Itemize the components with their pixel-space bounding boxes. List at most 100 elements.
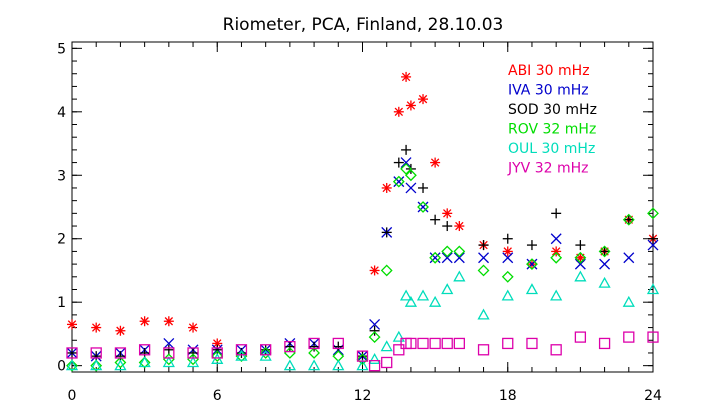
y-tick-label: 2	[57, 232, 66, 248]
x-tick-label: 6	[213, 388, 222, 404]
point-sod	[333, 341, 344, 352]
point-iva	[369, 318, 381, 330]
point-oul-shape	[356, 359, 369, 371]
point-rov	[380, 264, 393, 277]
point-jyv-shape	[453, 337, 465, 350]
legend-entry-sod: SOD 30 mHz	[508, 102, 597, 118]
point-iva-stroke	[369, 318, 381, 330]
point-sod	[236, 347, 247, 358]
point-rov-shape	[114, 356, 127, 369]
point-iva-stroke	[574, 258, 586, 270]
point-jyv-shape	[429, 337, 441, 350]
point-oul-shape	[646, 283, 660, 295]
point-jyv-shape	[260, 344, 272, 356]
x-tick-label: 24	[644, 388, 662, 404]
point-jyv	[138, 344, 151, 356]
point-rov	[441, 245, 454, 258]
point-sod	[575, 240, 586, 251]
point-jyv-shape	[332, 337, 344, 350]
point-oul-shape	[114, 359, 127, 371]
point-jyv-shape	[114, 347, 127, 359]
legend-entry-rov: ROV 32 mHz	[508, 122, 596, 138]
point-jyv	[114, 347, 127, 359]
point-jyv-shape	[477, 344, 490, 356]
point-oul	[399, 289, 413, 301]
point-rov	[622, 213, 635, 226]
point-iva	[441, 252, 453, 264]
point-oul	[235, 349, 248, 361]
point-rov-shape	[90, 359, 103, 372]
point-abi-stroke	[455, 221, 464, 231]
point-oul	[525, 283, 539, 295]
point-iva	[405, 182, 417, 194]
point-jyv	[332, 337, 344, 350]
point-abi-stroke	[443, 209, 452, 218]
point-oul-shape	[90, 359, 103, 371]
y-tick-label: 3	[57, 168, 66, 184]
point-oul-shape	[598, 276, 611, 288]
point-jyv-shape	[526, 337, 538, 350]
point-rov-shape	[647, 207, 659, 220]
point-jyv-shape	[393, 344, 405, 356]
point-sod	[418, 182, 429, 193]
legend-entry-jyv: JYV 32 mHz	[507, 161, 589, 177]
point-abi	[212, 338, 223, 349]
point-oul	[404, 295, 418, 307]
point-rov	[574, 251, 587, 264]
point-sod	[381, 227, 392, 238]
point-oul-shape	[138, 356, 151, 368]
point-abi-stroke	[91, 323, 101, 332]
point-oul	[65, 359, 79, 371]
point-rov	[429, 251, 442, 264]
point-jyv-shape	[356, 350, 369, 362]
point-jyv-shape	[66, 347, 78, 359]
point-iva-stroke	[393, 176, 405, 188]
point-rov-shape	[550, 251, 563, 264]
point-jyv	[356, 350, 369, 362]
point-oul-shape	[453, 270, 466, 282]
point-jyv-shape	[381, 356, 393, 369]
point-rov	[90, 359, 103, 372]
point-oul-shape	[399, 289, 413, 301]
point-jyv-shape	[368, 360, 381, 372]
point-sod	[478, 240, 489, 251]
point-sod	[442, 221, 453, 232]
point-rov-shape	[477, 264, 490, 277]
point-rov	[550, 251, 563, 264]
point-abi-stroke	[406, 101, 416, 110]
point-oul	[186, 356, 200, 368]
point-sod	[401, 144, 412, 155]
point-jyv	[417, 337, 429, 350]
point-sod	[526, 240, 537, 251]
point-oul	[380, 340, 393, 352]
point-rov-shape	[138, 356, 151, 369]
point-rov	[66, 359, 78, 372]
point-rov	[356, 353, 369, 366]
point-abi-stroke	[188, 323, 198, 332]
point-iva	[429, 252, 441, 264]
point-sod	[648, 233, 658, 244]
point-iva	[647, 239, 659, 251]
point-iva	[526, 258, 538, 270]
point-rov-shape	[501, 270, 514, 283]
point-jyv	[381, 356, 393, 369]
point-rov	[453, 245, 466, 258]
point-oul-shape	[235, 349, 248, 361]
point-rov	[138, 356, 151, 369]
point-sod	[502, 233, 513, 244]
point-rov	[417, 201, 429, 213]
point-jyv-shape	[308, 337, 320, 350]
point-abi-stroke	[503, 247, 512, 256]
point-sod	[551, 208, 562, 219]
point-oul	[259, 349, 272, 361]
point-oul	[138, 356, 151, 368]
point-iva	[163, 337, 175, 349]
point-rov	[259, 347, 272, 359]
point-abi	[401, 71, 412, 82]
plot-marks	[65, 71, 660, 372]
point-abi-stroke	[551, 247, 561, 256]
point-abi	[502, 246, 513, 257]
point-rov-shape	[211, 350, 224, 363]
point-iva-stroke	[647, 239, 659, 251]
